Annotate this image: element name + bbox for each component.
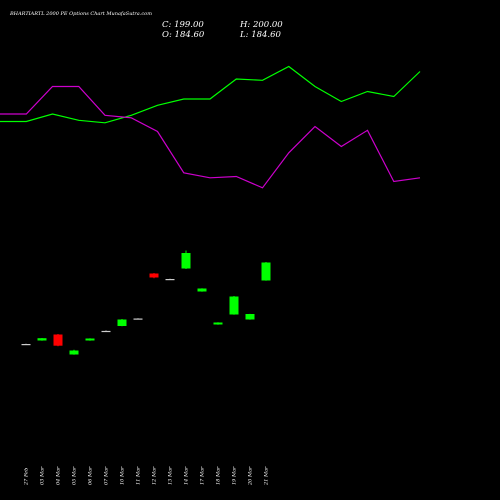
date-label: 17 Mar <box>200 466 206 485</box>
low-value: L: 184.60 <box>239 30 282 40</box>
candle-body <box>133 318 143 320</box>
candle-body <box>117 319 127 326</box>
date-label: 13 Mar <box>168 466 174 485</box>
open-value: O: 184.60 <box>162 30 205 40</box>
candle-body <box>229 296 239 315</box>
candle-body <box>197 288 207 292</box>
indicator-line-upper <box>0 65 421 124</box>
date-label: 21 Mar <box>264 466 270 486</box>
date-label: 04 Mar <box>56 466 62 485</box>
candle-body <box>149 273 159 278</box>
candle-body <box>37 338 47 341</box>
date-label: 27 Feb <box>24 468 30 486</box>
candle-body <box>165 279 175 281</box>
candle-body <box>213 322 223 325</box>
candle-body <box>245 314 255 320</box>
date-label: 07 Mar <box>104 466 110 485</box>
candle-body <box>21 344 31 346</box>
date-label: 14 Mar <box>184 466 190 485</box>
indicator-line-lower <box>0 85 421 189</box>
candle-body <box>69 350 79 355</box>
date-axis: 27 Feb 03 Mar 04 Mar 05 Mar 06 Mar 07 Mar 10 M… <box>24 466 270 486</box>
candle-body <box>181 253 191 269</box>
close-value: C: 199.00 <box>162 20 204 30</box>
date-label: 11 Mar <box>136 466 142 485</box>
chart-title: BHARTIARTL 2000 PE Options Chart MunafaS… <box>9 11 152 17</box>
candle-body <box>261 262 271 281</box>
high-value: H: 200.00 <box>239 20 283 30</box>
date-label: 05 Mar <box>72 466 78 485</box>
candle-body <box>53 334 63 346</box>
date-label: 18 Mar <box>216 466 222 485</box>
candles-group <box>21 250 271 355</box>
indicator-lines <box>0 65 421 189</box>
date-label: 10 Mar <box>120 466 126 485</box>
date-label: 12 Mar <box>152 466 158 485</box>
date-label: 20 Mar <box>248 466 254 486</box>
date-label: 19 Mar <box>232 466 238 485</box>
candle-body <box>101 330 111 333</box>
candle-body <box>85 338 95 341</box>
date-label: 06 Mar <box>88 466 94 485</box>
date-label: 03 Mar <box>40 466 46 485</box>
